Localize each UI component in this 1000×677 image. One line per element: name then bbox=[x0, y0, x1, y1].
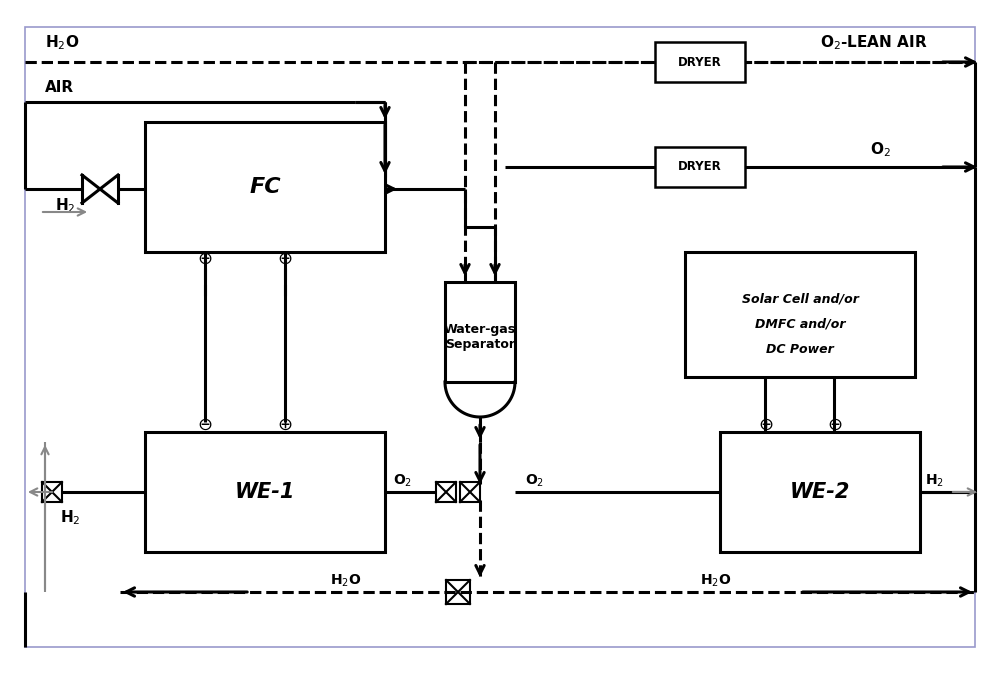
Text: DRYER: DRYER bbox=[678, 56, 722, 68]
Text: Water-gas
Separator: Water-gas Separator bbox=[444, 323, 516, 351]
Text: $\oplus$: $\oplus$ bbox=[758, 416, 773, 434]
Bar bbox=[655, 42, 745, 82]
Text: H$_2$O: H$_2$O bbox=[330, 573, 361, 590]
Text: O$_2$: O$_2$ bbox=[525, 473, 544, 489]
Text: $\ominus$: $\ominus$ bbox=[197, 250, 213, 268]
Text: $\oplus$: $\oplus$ bbox=[277, 250, 293, 268]
Text: DMFC and/or: DMFC and/or bbox=[755, 318, 845, 331]
Text: H$_2$: H$_2$ bbox=[55, 196, 76, 215]
Text: FC: FC bbox=[249, 177, 281, 197]
Bar bbox=[655, 147, 745, 187]
Text: WE-2: WE-2 bbox=[790, 482, 850, 502]
Text: $\ominus$: $\ominus$ bbox=[197, 416, 213, 434]
Text: WE-1: WE-1 bbox=[235, 482, 295, 502]
Text: O$_2$: O$_2$ bbox=[393, 473, 412, 489]
Text: O$_2$-LEAN AIR: O$_2$-LEAN AIR bbox=[820, 33, 928, 52]
Text: H$_2$: H$_2$ bbox=[60, 508, 81, 527]
Text: O$_2$: O$_2$ bbox=[870, 140, 891, 159]
Text: H$_2$O: H$_2$O bbox=[45, 33, 79, 52]
Bar bbox=[145, 122, 385, 252]
Text: $\oplus$: $\oplus$ bbox=[277, 416, 293, 434]
Text: AIR: AIR bbox=[45, 80, 74, 95]
Text: DRYER: DRYER bbox=[678, 160, 722, 173]
Text: $\ominus$: $\ominus$ bbox=[827, 416, 842, 434]
Text: H$_2$: H$_2$ bbox=[925, 473, 944, 489]
Bar bbox=[720, 432, 920, 552]
Text: Solar Cell and/or: Solar Cell and/or bbox=[742, 293, 858, 306]
Text: DC Power: DC Power bbox=[766, 343, 834, 356]
Text: H$_2$O: H$_2$O bbox=[700, 573, 731, 590]
Bar bbox=[145, 432, 385, 552]
Bar bbox=[445, 282, 515, 382]
Bar bbox=[685, 252, 915, 377]
